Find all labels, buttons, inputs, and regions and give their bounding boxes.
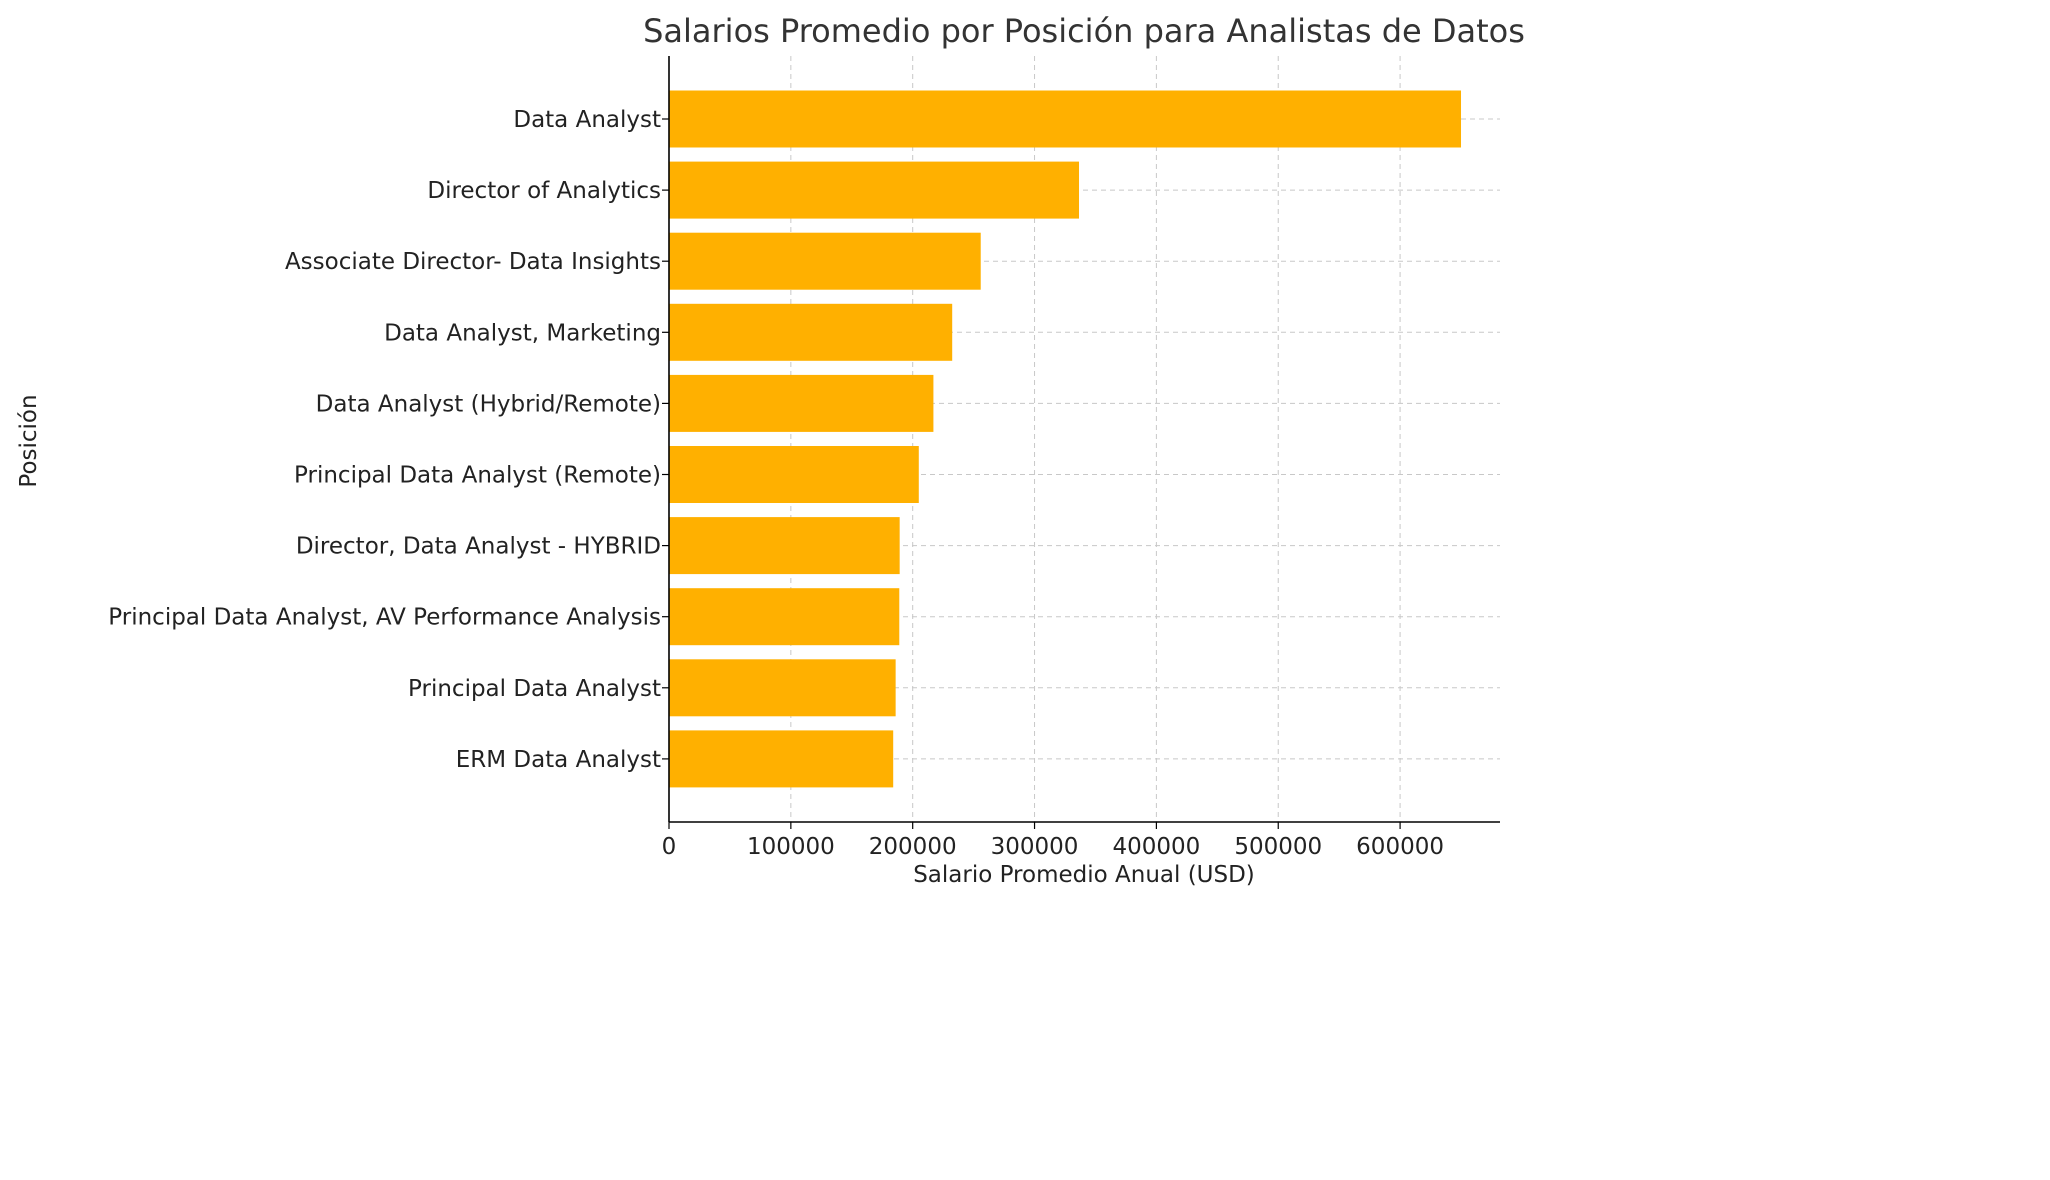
x-tick-label: 400000 (1112, 834, 1200, 860)
chart-title: Salarios Promedio por Posición para Anal… (643, 12, 1525, 50)
y-tick-label: Principal Data Analyst (Remote) (294, 463, 661, 489)
y-tick-label: Director, Data Analyst - HYBRID (296, 534, 661, 560)
y-tick-label: Associate Director- Data Insights (285, 249, 661, 275)
bar (669, 730, 894, 788)
bar-chart: Salarios Promedio por Posición para Anal… (16, 12, 1525, 888)
bar (669, 446, 919, 503)
bar (669, 588, 900, 646)
y-axis-title: Posición (16, 394, 42, 487)
y-tick-label: Principal Data Analyst, AV Performance A… (108, 605, 661, 631)
bars-layer (669, 90, 1462, 788)
y-tick-label: Director of Analytics (427, 178, 661, 204)
x-axis-title: Salario Promedio Anual (USD) (913, 862, 1255, 888)
y-tick-label: Data Analyst, Marketing (384, 320, 661, 346)
y-tick-label: Principal Data Analyst (408, 676, 661, 702)
y-tick-labels: Data Analyst Director of Analytics Associa… (108, 107, 661, 773)
x-tick-label: 200000 (869, 834, 957, 860)
x-tick-labels: 0 100000 200000 300000 400000 500000 600000 (662, 834, 1444, 860)
y-tick-label: ERM Data Analyst (456, 747, 661, 773)
bar (669, 232, 981, 290)
bar (669, 659, 896, 717)
x-tick-label: 300000 (991, 834, 1079, 860)
bar (669, 374, 934, 432)
bar (669, 303, 953, 361)
axes-layer (662, 56, 1500, 829)
x-tick-label: 100000 (747, 834, 835, 860)
x-tick-label: 600000 (1356, 834, 1444, 860)
y-tick-label: Data Analyst (513, 107, 661, 133)
bar (669, 517, 900, 575)
x-tick-label: 500000 (1234, 834, 1322, 860)
bar (669, 90, 1462, 148)
bar (669, 161, 1080, 219)
x-tick-label: 0 (662, 834, 677, 860)
y-tick-label: Data Analyst (Hybrid/Remote) (316, 391, 661, 417)
